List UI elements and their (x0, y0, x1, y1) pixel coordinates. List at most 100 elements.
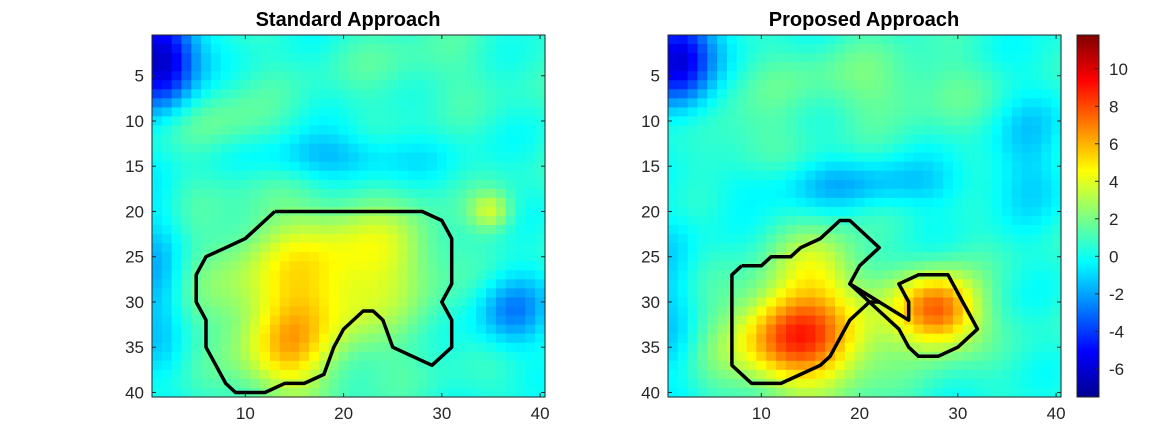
heatmap-cell (417, 35, 428, 45)
heatmap-cell (319, 351, 330, 362)
heatmap-cell (1011, 387, 1023, 398)
heatmap-cell (835, 360, 846, 371)
heatmap-cell (697, 179, 708, 190)
heatmap-cell (417, 243, 428, 253)
heatmap-cell (230, 324, 242, 335)
heatmap-cell (436, 387, 448, 398)
heatmap-cell (358, 152, 369, 163)
heatmap-cell (338, 288, 350, 299)
heatmap-cell (677, 297, 689, 308)
heatmap-cell (358, 315, 369, 326)
heatmap-cell (299, 252, 310, 262)
heatmap-cell (1051, 225, 1062, 235)
heatmap-cell (687, 387, 699, 398)
heatmap-cell (1031, 71, 1042, 81)
heatmap-cell (328, 261, 340, 271)
heatmap-cell (309, 152, 320, 163)
heatmap-cell (795, 134, 807, 145)
heatmap-cell (756, 306, 767, 317)
heatmap-cell (446, 134, 458, 145)
heatmap-cell (795, 170, 807, 181)
heatmap-cell (893, 387, 905, 398)
heatmap-cell (864, 134, 875, 145)
heatmap-cell (269, 243, 281, 253)
heatmap-cell (1041, 324, 1052, 335)
heatmap-cell (397, 44, 409, 54)
heatmap-cell (933, 80, 944, 90)
heatmap-cell (785, 152, 797, 163)
heatmap-cell (717, 360, 728, 371)
heatmap-cell (348, 288, 359, 299)
heatmap-cell (260, 143, 271, 154)
heatmap-cell (348, 342, 359, 353)
heatmap-cell (756, 243, 767, 253)
heatmap-cell (476, 98, 487, 108)
heatmap-cell (152, 80, 163, 90)
heatmap-cell (535, 297, 546, 308)
heatmap-cell (407, 62, 418, 72)
heatmap-cell (407, 71, 418, 81)
heatmap-cell (319, 116, 330, 127)
heatmap-cell (795, 261, 807, 271)
heatmap-cell (756, 125, 767, 136)
heatmap-cell (191, 252, 202, 262)
heatmap-cell (923, 107, 934, 118)
heatmap-cell (161, 216, 173, 226)
heatmap-cell (697, 378, 708, 389)
heatmap-cell (486, 53, 497, 63)
heatmap-cell (505, 71, 517, 81)
heatmap-cell (171, 53, 183, 63)
heatmap-cell (407, 378, 418, 389)
heatmap-cell (525, 197, 536, 208)
heatmap-cell (152, 98, 163, 108)
heatmap-cell (785, 116, 797, 127)
heatmap-cell (309, 161, 320, 172)
heatmap-cell (1031, 107, 1042, 118)
heatmap-cell (476, 234, 487, 244)
heatmap-cell (668, 369, 679, 380)
heatmap-cell (785, 197, 797, 208)
heatmap-cell (279, 216, 291, 226)
heatmap-cell (171, 387, 183, 398)
heatmap-cell (992, 35, 1003, 45)
heatmap-cell (736, 134, 748, 145)
heatmap-cell (387, 44, 399, 54)
heatmap-cell (1041, 107, 1052, 118)
heatmap-cell (726, 80, 738, 90)
heatmap-cell (707, 125, 718, 136)
heatmap-cell (717, 89, 728, 99)
heatmap-cell (785, 134, 797, 145)
heatmap-cell (1041, 170, 1052, 181)
heatmap-cell (525, 62, 536, 72)
heatmap-cell (387, 98, 399, 108)
heatmap-cell (913, 188, 925, 199)
heatmap-cell (825, 35, 836, 45)
heatmap-cell (338, 179, 350, 190)
heatmap-cell (982, 252, 993, 262)
heatmap-cell (835, 234, 846, 244)
heatmap-cell (397, 387, 409, 398)
heatmap-cell (697, 107, 708, 118)
heatmap-cell (260, 243, 271, 253)
heatmap-cell (152, 342, 163, 353)
heatmap-cell (210, 188, 222, 199)
heatmap-cell (785, 279, 797, 289)
heatmap-cell (677, 98, 689, 108)
heatmap-cell (309, 71, 320, 81)
heatmap-cell (446, 152, 458, 163)
heatmap-cell (210, 324, 222, 335)
heatmap-cell (377, 143, 389, 154)
heatmap-cell (525, 170, 536, 181)
heatmap-cell (525, 315, 536, 326)
heatmap-cell (756, 179, 767, 190)
heatmap-cell (1031, 234, 1042, 244)
heatmap-cell (348, 360, 359, 371)
heatmap-cell (992, 116, 1003, 127)
heatmap-cell (844, 387, 856, 398)
heatmap-cell (368, 107, 379, 118)
heatmap-cell (1011, 152, 1023, 163)
heatmap-cell (476, 360, 487, 371)
heatmap-cell (756, 225, 767, 235)
heatmap-cell (1041, 89, 1052, 99)
heatmap-cell (181, 279, 192, 289)
